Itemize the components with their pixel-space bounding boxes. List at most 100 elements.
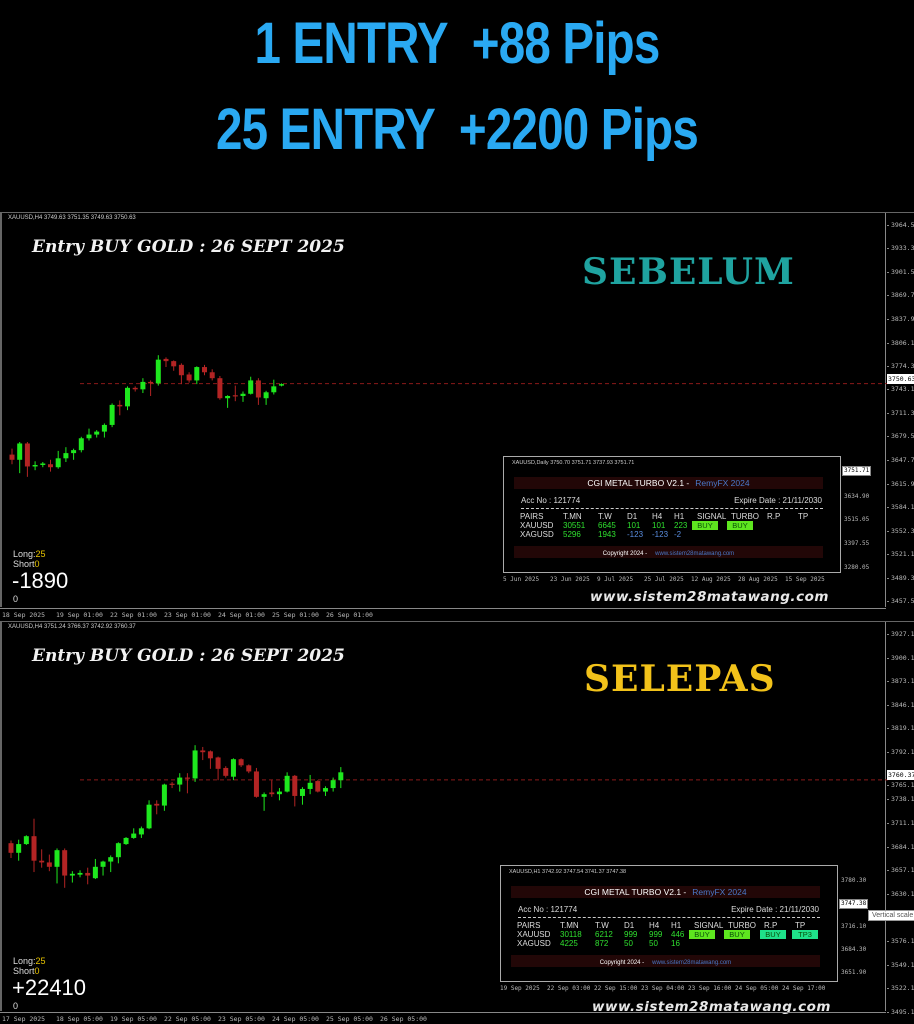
candle <box>77 870 83 878</box>
status-badge: SEBELUM <box>582 251 795 293</box>
candle-body <box>248 380 254 394</box>
symbol-info: XAUUSD,H4 3751.24 3766.37 3742.92 3760.3… <box>8 624 136 630</box>
time-axis[interactable]: 17 Sep 2025 18 Sep 05:00 19 Sep 05:00 22 Se… <box>0 1012 886 1024</box>
price-tick: 3933.30 <box>886 244 914 252</box>
price-tick: 3743.10 <box>886 385 914 393</box>
candle-body <box>263 392 269 399</box>
panel-brand: RemyFX 2024 <box>695 478 750 488</box>
time-tick: 26 Sep 01:00 <box>326 611 373 619</box>
price-tick: 3684.10 <box>886 843 914 851</box>
column-header: SIGNAL <box>694 921 724 930</box>
symbol-info: XAUUSD,H4 3749.63 3751.35 3749.63 3750.6… <box>8 215 136 221</box>
candle-body <box>177 777 183 785</box>
panel-price-tick: 3280.05 <box>844 564 870 571</box>
candle-body <box>109 404 115 425</box>
time-tick: 23 Sep 05:00 <box>218 1015 265 1023</box>
candle-body <box>31 836 37 861</box>
candle-body <box>215 757 221 769</box>
rp-button[interactable]: BUY <box>760 930 786 939</box>
candle <box>138 826 144 838</box>
candle <box>284 772 290 793</box>
price-tick: 3738.10 <box>886 795 914 803</box>
candle <box>207 750 213 769</box>
candle-body <box>85 872 91 876</box>
price-tick: 3522.10 <box>886 984 914 992</box>
candle-body <box>131 833 137 838</box>
panel-symbol-info: XAUUSD,H1 3742.92 3747.54 3741.37 3747.3… <box>509 869 627 875</box>
copyright-link[interactable]: www.sistem28matawang.com <box>652 960 732 966</box>
candle <box>117 400 123 416</box>
copyright-link[interactable]: www.sistem28matawang.com <box>655 551 735 557</box>
column-header: D1 <box>624 921 635 930</box>
candle-body <box>78 438 84 451</box>
short-value: 0 <box>34 559 40 569</box>
cell-tw: 1943 <box>598 530 616 539</box>
candle <box>154 800 160 815</box>
candle-body <box>322 788 328 792</box>
signal-button[interactable]: BUY <box>689 930 715 939</box>
panel-price-tick: 3716.10 <box>841 923 867 930</box>
candle-body <box>101 424 107 432</box>
cell-pair: XAUUSD <box>520 521 554 530</box>
candle-body <box>192 750 198 779</box>
zero-label: 0 <box>13 1001 19 1011</box>
candle <box>171 360 177 371</box>
price-tick: 3552.30 <box>886 527 914 535</box>
price-tick: 3901.50 <box>886 268 914 276</box>
candle-body <box>54 850 60 867</box>
time-tick: 19 Sep 05:00 <box>110 1015 157 1023</box>
time-tick: 22 Sep 05:00 <box>164 1015 211 1023</box>
signal-button[interactable]: BUY <box>692 521 718 530</box>
profit-pips: -1890 <box>12 568 69 593</box>
panel-current-price: 3747.38 <box>839 899 869 909</box>
candle <box>115 842 121 864</box>
panel-date-tick: 24 Sep 17:00 <box>782 985 826 992</box>
candle <box>232 385 238 402</box>
price-axis[interactable]: 3964.50 3933.30 3901.50 3869.70 3837.90 3806.… <box>886 213 914 607</box>
candle <box>8 840 14 859</box>
candle <box>32 461 38 471</box>
long-count: Long:25 <box>13 549 46 559</box>
panel-title: CGI METAL TURBO V2.1 - <box>584 887 687 897</box>
panel-title-bar: CGI METAL TURBO V2.1 - RemyFX 2024 <box>511 886 820 898</box>
column-header: SIGNAL <box>697 512 727 521</box>
turbo-button[interactable]: BUY <box>724 930 750 939</box>
chart-after[interactable]: XAUUSD,H4 3751.24 3766.37 3742.92 3760.3… <box>0 621 914 1024</box>
candle-body <box>132 387 138 390</box>
turbo-button[interactable]: BUY <box>727 521 753 530</box>
candle <box>78 436 84 453</box>
column-header: T.W <box>595 921 609 930</box>
price-tick: 3711.10 <box>886 819 914 827</box>
time-axis[interactable]: 18 Sep 2025 19 Sep 01:00 22 Sep 01:00 23 Se… <box>0 608 886 620</box>
candlestick-series <box>8 745 888 888</box>
candle <box>292 774 298 807</box>
cell-pair: XAGUSD <box>517 939 551 948</box>
price-tick: 3679.50 <box>886 432 914 440</box>
vertical-scale-tooltip: Vertical scale <box>868 910 914 921</box>
account-number: Acc No : 121774 <box>518 905 578 914</box>
price-axis[interactable]: 3927.10 3900.10 3873.10 3846.10 3819.10 3792.… <box>886 622 914 1016</box>
candle <box>271 379 277 395</box>
candle <box>276 788 282 801</box>
panel-title: CGI METAL TURBO V2.1 - <box>587 478 690 488</box>
price-tick: 3900.10 <box>886 654 914 662</box>
chart-before[interactable]: XAUUSD,H4 3749.63 3751.35 3749.63 3750.6… <box>0 212 914 621</box>
candle-body <box>71 450 77 454</box>
tp-button[interactable]: TP3 <box>792 930 818 939</box>
price-tick: 3873.10 <box>886 677 914 685</box>
price-plot[interactable]: XAUUSD,H4 3749.63 3751.35 3749.63 3750.6… <box>0 213 888 607</box>
candle-body <box>24 443 30 467</box>
price-tick: 3615.90 <box>886 480 914 488</box>
candle-body <box>23 836 29 845</box>
price-tick: 3869.70 <box>886 291 914 299</box>
candle <box>217 375 223 400</box>
price-tick: 3576.10 <box>886 937 914 945</box>
copyright: Copyright 2024 - <box>602 551 648 557</box>
candle <box>48 459 53 472</box>
price-plot[interactable]: XAUUSD,H4 3751.24 3766.37 3742.92 3760.3… <box>0 622 888 1015</box>
price-tick: 3521.10 <box>886 550 914 558</box>
chart-title: Entry BUY GOLD : 26 SEPT 2025 <box>32 646 345 666</box>
headline-line-2: 25 ENTRY +2200 Pips <box>216 97 699 162</box>
candle-body <box>279 384 284 386</box>
candle-body <box>148 381 154 384</box>
